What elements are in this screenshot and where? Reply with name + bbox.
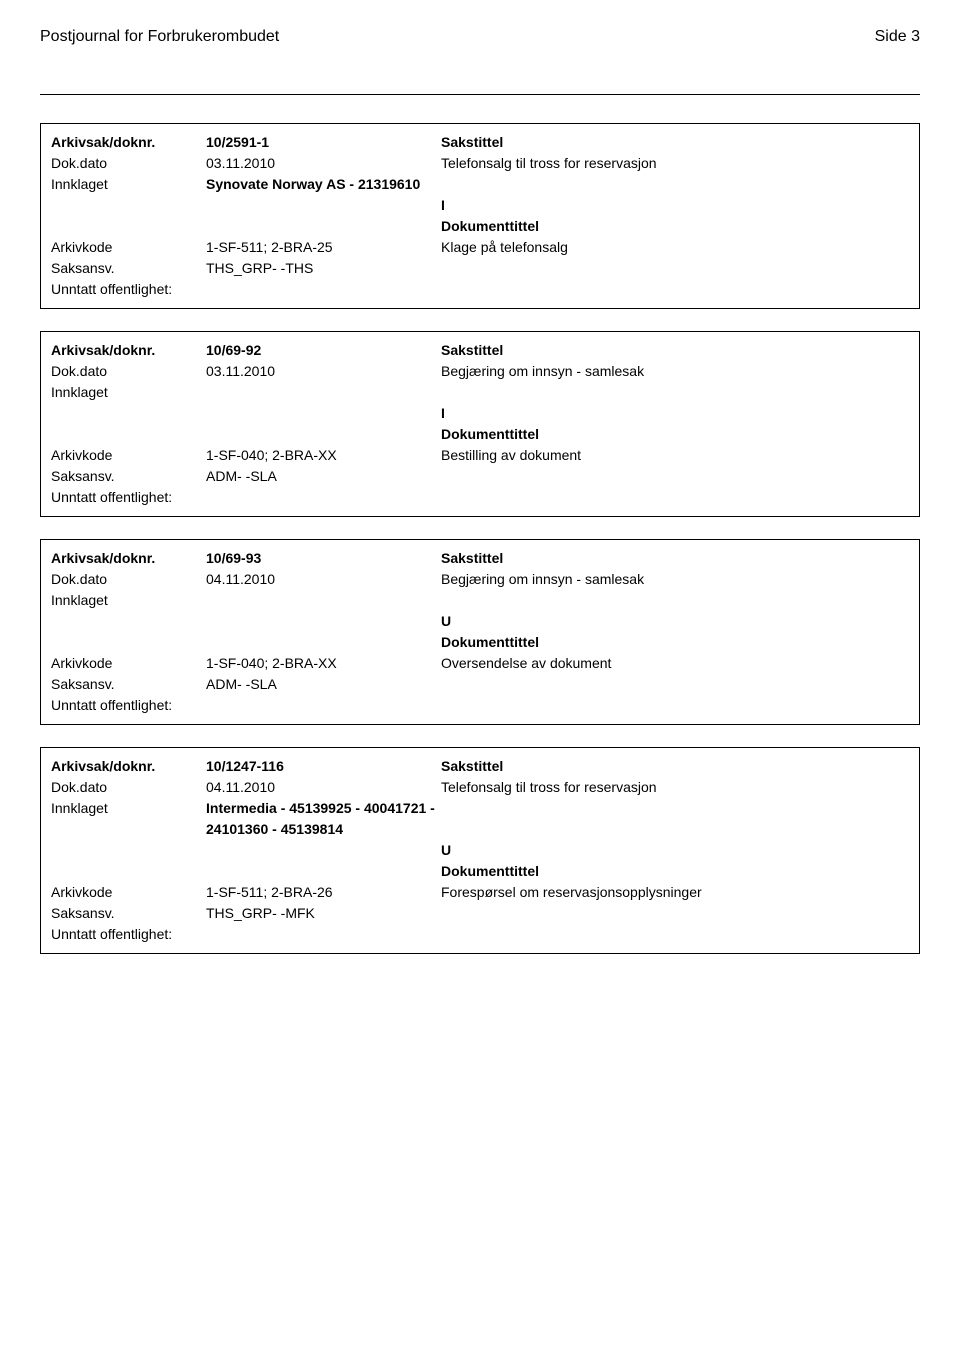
arkivkode-label: Arkivkode — [51, 882, 206, 903]
arkivsak-doknr-value: 10/69-93 — [206, 548, 441, 569]
saksansv-value: THS_GRP- -THS — [206, 258, 441, 279]
page-header: Postjournal for Forbrukerombudet Side 3 — [40, 28, 920, 46]
saksansv-label: Saksansv. — [51, 466, 206, 487]
sakstittel-label: Sakstittel — [441, 340, 909, 361]
arkivkode-value: 1-SF-511; 2-BRA-25 — [206, 237, 441, 258]
direction-value: I — [441, 403, 909, 424]
page-number: Side 3 — [875, 28, 920, 46]
innklaget-label: Innklaget — [51, 174, 206, 195]
dokdato-value: 04.11.2010 — [206, 777, 441, 798]
innklaget-value: Synovate Norway AS - 21319610 — [206, 174, 441, 195]
sakstittel-text: Telefonsalg til tross for reservasjon — [441, 153, 909, 174]
innklaget-label: Innklaget — [51, 590, 206, 611]
dokumenttittel-label: Dokumenttittel — [441, 424, 909, 445]
innklaget-label: Innklaget — [51, 798, 206, 819]
arkivsak-doknr-label: Arkivsak/doknr. — [51, 756, 206, 777]
arkivkode-value: 1-SF-040; 2-BRA-XX — [206, 653, 441, 674]
saksansv-value: ADM- -SLA — [206, 674, 441, 695]
dokumenttittel-label: Dokumenttittel — [441, 861, 909, 882]
record: Arkivsak/doknr.10/1247-116Sakstittel Dok.… — [40, 747, 920, 954]
records-container: Arkivsak/doknr.10/2591-1SakstittelDok.da… — [40, 123, 920, 954]
arkivkode-value: 1-SF-040; 2-BRA-XX — [206, 445, 441, 466]
direction-value: U — [441, 611, 909, 632]
unntatt-label: Unntatt offentlighet: — [51, 695, 172, 716]
dokdato-label: Dok.dato — [51, 777, 206, 798]
dokdato-value: 04.11.2010 — [206, 569, 441, 590]
unntatt-label: Unntatt offentlighet: — [51, 279, 172, 300]
arkivsak-doknr-label: Arkivsak/doknr. — [51, 548, 206, 569]
record: Arkivsak/doknr.10/69-93Sakstittel Dok.dat… — [40, 539, 920, 725]
unntatt-label: Unntatt offentlighet: — [51, 924, 172, 945]
saksansv-label: Saksansv. — [51, 903, 206, 924]
dokumenttittel-label: Dokumenttittel — [441, 216, 909, 237]
sakstittel-label: Sakstittel — [441, 132, 909, 153]
direction-value: U — [441, 840, 909, 861]
saksansv-value: THS_GRP- -MFK — [206, 903, 441, 924]
journal-title: Postjournal for Forbrukerombudet — [40, 28, 279, 46]
sakstittel-label: Sakstittel — [441, 756, 909, 777]
record: Arkivsak/doknr.10/2591-1Sakstittel Dok.da… — [40, 123, 920, 309]
dokumenttittel-text: Klage på telefonsalg — [441, 237, 909, 258]
sakstittel-text: Begjæring om innsyn - samlesak — [441, 569, 909, 590]
arkivsak-doknr-value: 10/69-92 — [206, 340, 441, 361]
saksansv-value: ADM- -SLA — [206, 466, 441, 487]
arkivkode-label: Arkivkode — [51, 237, 206, 258]
innklaget-value: Intermedia - 45139925 - 40041721 - 24101… — [206, 798, 441, 840]
direction-value: I — [441, 195, 909, 216]
innklaget-label: Innklaget — [51, 382, 206, 403]
unntatt-label: Unntatt offentlighet: — [51, 487, 172, 508]
record: Arkivsak/doknr.10/69-92Sakstittel Dok.dat… — [40, 331, 920, 517]
dokdato-value: 03.11.2010 — [206, 361, 441, 382]
arkivsak-doknr-value: 10/2591-1 — [206, 132, 441, 153]
arkivsak-doknr-value: 10/1247-116 — [206, 756, 441, 777]
dokdato-label: Dok.dato — [51, 153, 206, 174]
sakstittel-label: Sakstittel — [441, 548, 909, 569]
arkivkode-value: 1-SF-511; 2-BRA-26 — [206, 882, 441, 903]
saksansv-label: Saksansv. — [51, 258, 206, 279]
saksansv-label: Saksansv. — [51, 674, 206, 695]
dokumenttittel-text: Forespørsel om reservasjonsopplysninger — [441, 882, 909, 903]
arkivkode-label: Arkivkode — [51, 445, 206, 466]
dokumenttittel-text: Oversendelse av dokument — [441, 653, 909, 674]
dokumenttittel-text: Bestilling av dokument — [441, 445, 909, 466]
dokumenttittel-label: Dokumenttittel — [441, 632, 909, 653]
arkivkode-label: Arkivkode — [51, 653, 206, 674]
arkivsak-doknr-label: Arkivsak/doknr. — [51, 340, 206, 361]
dokdato-value: 03.11.2010 — [206, 153, 441, 174]
dokdato-label: Dok.dato — [51, 361, 206, 382]
sakstittel-text: Telefonsalg til tross for reservasjon — [441, 777, 909, 798]
arkivsak-doknr-label: Arkivsak/doknr. — [51, 132, 206, 153]
sakstittel-text: Begjæring om innsyn - samlesak — [441, 361, 909, 382]
header-separator — [40, 94, 920, 95]
dokdato-label: Dok.dato — [51, 569, 206, 590]
